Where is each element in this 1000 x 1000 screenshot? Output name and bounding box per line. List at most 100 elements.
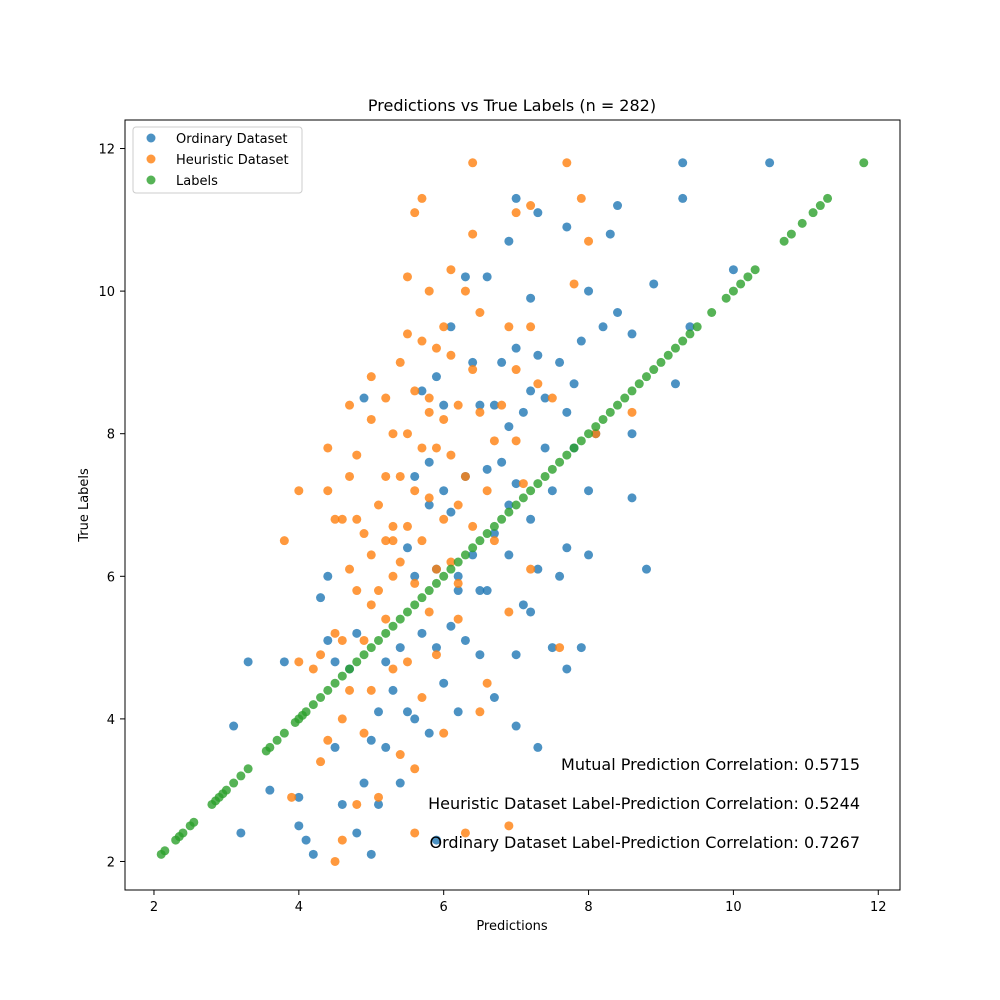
data-point [620,393,630,403]
data-point [316,757,326,767]
data-point [243,657,253,667]
x-tick-label: 6 [440,900,448,915]
data-point [381,657,391,667]
data-point [316,693,326,702]
data-point [533,479,543,489]
data-point [294,486,304,496]
data-point [402,272,412,282]
data-point [431,443,441,453]
data-point [641,372,651,382]
y-tick-label: 4 [107,713,115,728]
data-point [446,557,456,567]
data-point [424,607,434,617]
data-point [482,529,492,539]
data-point [728,286,738,296]
data-point [475,586,485,596]
y-axis-ticks: 2 4 6 8 10 12 [98,143,125,870]
data-point [417,443,427,453]
data-point [431,372,441,382]
data-point [330,628,340,638]
data-point [504,236,514,246]
data-point [410,386,420,396]
data-point [374,500,384,510]
data-point [424,457,434,467]
data-point [330,657,340,667]
data-point [489,521,499,531]
data-point [446,322,456,332]
y-tick-label: 8 [107,428,115,443]
data-point [410,600,420,610]
data-point [381,614,391,624]
data-point [446,507,456,517]
series-labels [156,158,869,859]
data-point [374,586,384,596]
data-point [641,564,651,574]
data-point [395,614,405,624]
data-point [504,422,514,432]
data-point [294,792,304,802]
data-point [707,308,717,317]
data-point [359,529,369,539]
annotation-ordinary-correlation: Ordinary Dataset Label-Prediction Correl… [429,833,860,852]
data-point [453,500,463,510]
data-point [823,193,833,203]
data-point [352,828,362,838]
data-point [482,464,492,474]
data-point [417,536,427,546]
data-point [366,643,376,653]
data-point [402,607,412,617]
data-point [395,778,405,788]
data-point [808,208,818,218]
data-point [685,322,695,332]
data-point [497,400,507,410]
y-tick-label: 2 [107,855,115,870]
data-point [229,721,239,731]
data-point [337,835,347,845]
data-point [374,707,384,717]
data-point [468,550,478,560]
data-point [728,265,738,275]
data-point [562,407,572,417]
data-point [460,286,470,296]
data-point [598,322,608,332]
data-point [533,742,543,752]
legend-marker-heuristic [146,154,156,164]
data-point [323,571,333,581]
data-point [482,586,492,596]
data-point [555,571,565,581]
data-point [468,229,478,239]
data-point [453,586,463,596]
data-point [410,714,420,724]
x-tick-label: 2 [150,900,158,915]
data-point [511,365,521,375]
data-point [287,792,297,802]
data-point [584,286,594,296]
data-point [431,343,441,353]
data-point [160,846,170,856]
data-point [316,593,326,603]
data-point [518,600,528,610]
data-point [308,700,318,710]
data-point [345,471,355,481]
data-point [598,414,608,424]
data-point [576,336,586,346]
data-point [468,543,478,553]
data-point [439,322,449,332]
data-point [381,393,391,403]
data-point [685,329,695,339]
data-point [562,664,572,674]
legend-marker-ordinary [146,133,156,143]
x-tick-label: 8 [584,900,592,915]
data-point [721,293,731,303]
data-point [301,835,311,845]
data-point [453,400,463,410]
data-point [605,407,615,417]
data-point [439,414,449,424]
data-point [649,279,659,289]
data-point [627,493,637,503]
data-point [424,286,434,296]
data-point [439,678,449,688]
data-point [511,479,521,489]
y-tick-label: 10 [98,285,115,300]
